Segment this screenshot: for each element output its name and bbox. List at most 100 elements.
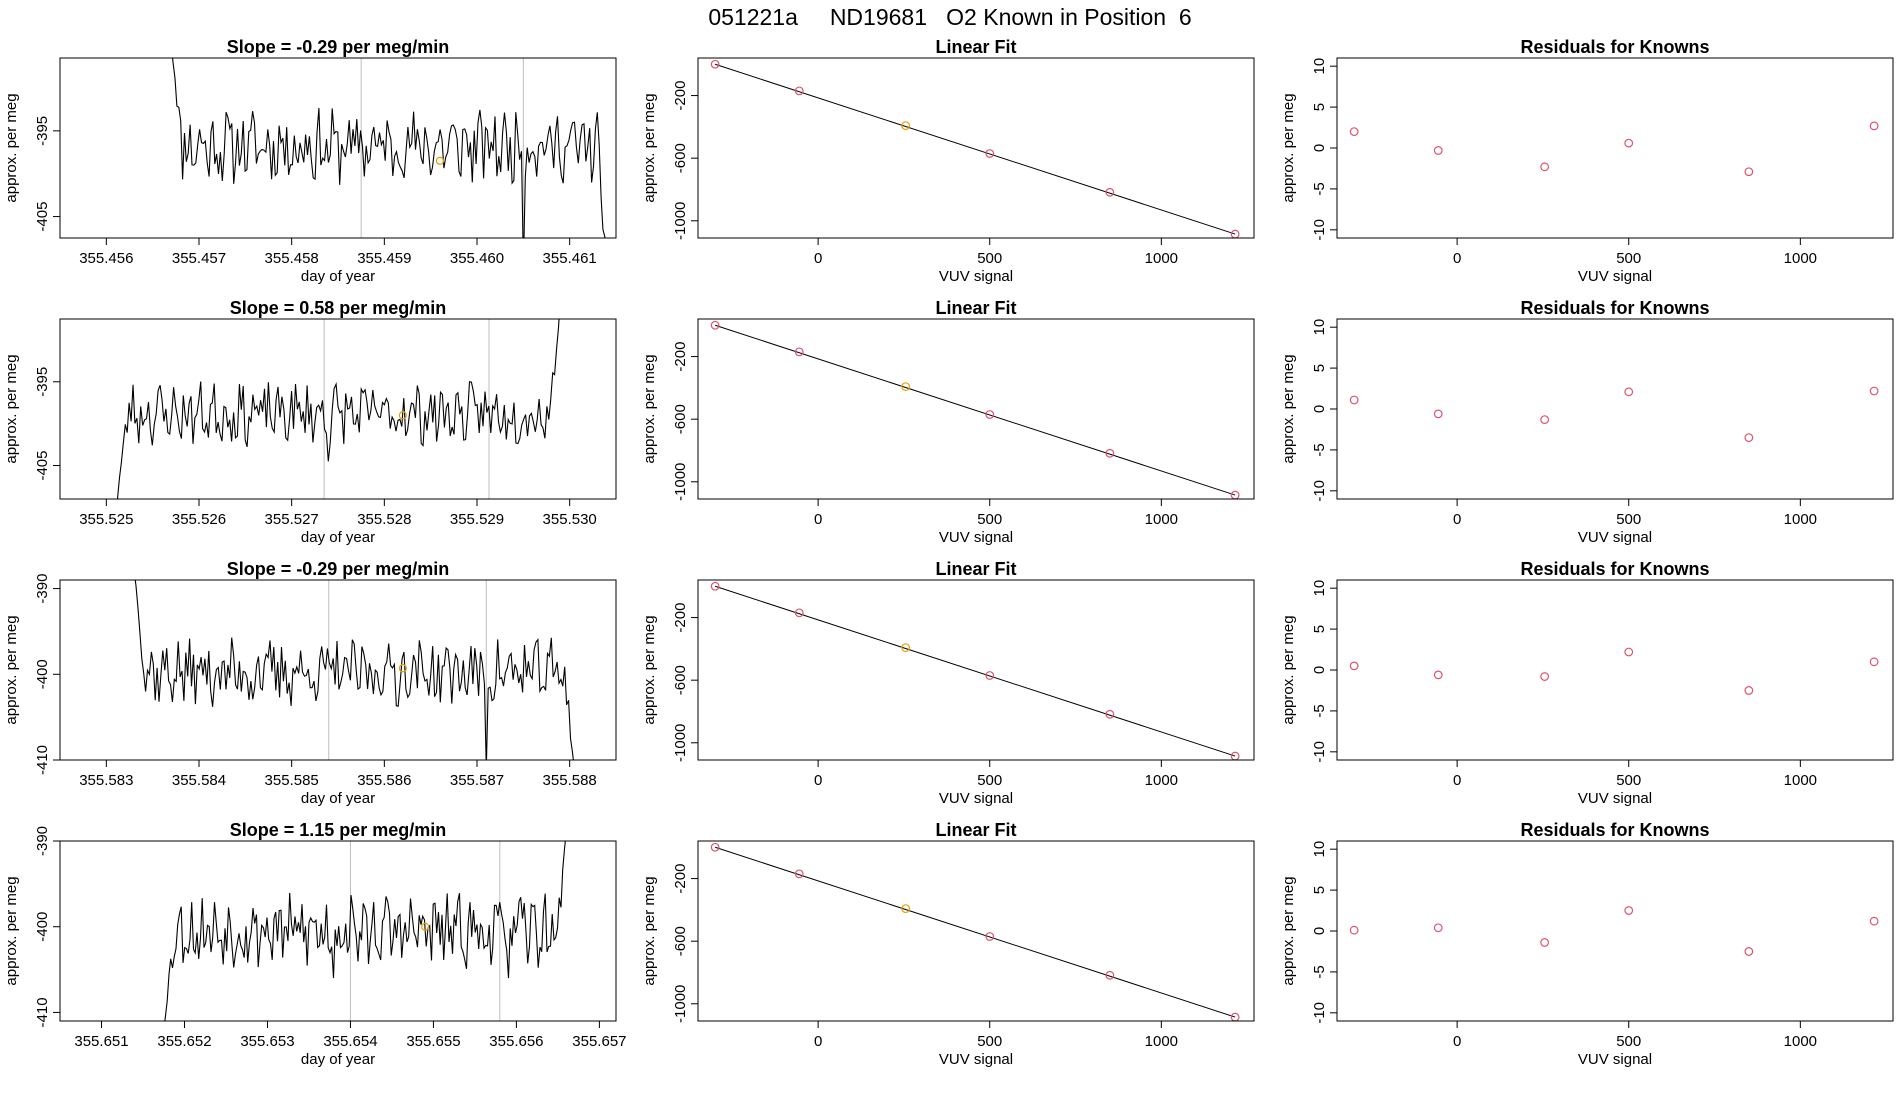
x-tick-label-355-529: 355.529 <box>450 511 504 528</box>
y-tick-label-0: 0 <box>1311 144 1328 152</box>
plot-area <box>1349 386 1879 443</box>
y-axis-label: approx. per meg <box>3 354 20 463</box>
x-axis-label: VUV signal <box>939 1051 1013 1068</box>
mean-marker <box>421 922 430 931</box>
panel-r2-c3: Residuals for Knowns 0 500 1000 VUV signal 10… <box>1280 298 1894 546</box>
panel-r3-c3: Residuals for Knowns 0 500 1000 VUV signal 10… <box>1280 559 1894 807</box>
plot-frame <box>697 840 1255 1022</box>
x-tick-label-500: 500 <box>1616 511 1641 528</box>
plot-frame <box>1336 318 1894 500</box>
y-tick-label-390: -390 <box>34 826 51 856</box>
panel-title: Slope = -0.29 per meg/min <box>227 37 450 57</box>
panel-title: Linear Fit <box>935 298 1016 318</box>
x-tick-label-355-588: 355.588 <box>543 772 597 789</box>
plot-frame <box>59 840 617 1022</box>
x-axis-label: VUV signal <box>1578 529 1652 546</box>
y-tick-label-600: -600 <box>672 926 689 956</box>
data-point-1 <box>1349 925 1359 935</box>
y-tick-label-5: -5 <box>1311 182 1328 195</box>
data-point-5 <box>1744 167 1754 177</box>
y-tick-label-200: -200 <box>672 864 689 894</box>
x-tick-label-355-525: 355.525 <box>79 511 133 528</box>
panel-r3-c1: Slope = -0.29 per meg/min 355.583 355.584 3… <box>3 559 617 807</box>
x-tick-label-355-459: 355.459 <box>357 250 411 267</box>
data-trace <box>164 841 566 1021</box>
y-axis-label: approx. per meg <box>641 615 658 724</box>
panel-title: Residuals for Knowns <box>1520 559 1709 579</box>
x-tick-label-0: 0 <box>814 1033 822 1050</box>
plot-frame <box>1336 840 1894 1022</box>
x-tick-label-0: 0 <box>814 772 822 789</box>
y-axis-label: approx. per meg <box>3 876 20 985</box>
plot-area <box>1349 121 1879 177</box>
page-title: 051221a ND19681 O2 Known in Position 6 <box>708 4 1192 30</box>
y-tick-label-5: 5 <box>1311 886 1328 894</box>
data-point-1 <box>710 842 720 852</box>
y-axis-label: approx. per meg <box>3 615 20 724</box>
data-point-5 <box>1105 187 1115 197</box>
y-tick-label-5: 5 <box>1311 625 1328 633</box>
y-tick-label-5: 5 <box>1311 364 1328 372</box>
panel-r4-c2: Linear Fit 0 500 1000 VUV signal -200 -600 -100… <box>641 820 1255 1068</box>
x-tick-label-500: 500 <box>1616 250 1641 267</box>
data-point-4 <box>985 932 995 941</box>
x-tick-label-355-653: 355.653 <box>240 1033 294 1050</box>
panel-r1-c1: Slope = -0.29 per meg/min 355.456 355.457 3… <box>3 37 617 285</box>
y-tick-label-5: -5 <box>1311 704 1328 717</box>
x-tick-label-355-584: 355.584 <box>172 772 226 789</box>
data-point-1 <box>1349 127 1359 137</box>
y-axis-label: approx. per meg <box>1280 876 1297 985</box>
y-tick-label-0: 0 <box>1311 666 1328 674</box>
y-tick-label-10: -10 <box>1311 741 1328 763</box>
x-tick-label-355-585: 355.585 <box>265 772 319 789</box>
y-tick-label-5: 5 <box>1311 103 1328 111</box>
x-tick-label-355-527: 355.527 <box>265 511 319 528</box>
x-tick-label-355-461: 355.461 <box>543 250 597 267</box>
x-tick-label-500: 500 <box>1616 1033 1641 1050</box>
y-tick-label-10: 10 <box>1311 580 1328 597</box>
y-tick-label-0: 0 <box>1311 927 1328 935</box>
panel-r4-c3: Residuals for Knowns 0 500 1000 VUV signal 10… <box>1280 820 1894 1068</box>
x-tick-label-355-530: 355.530 <box>543 511 597 528</box>
x-tick-label-0: 0 <box>1453 250 1461 267</box>
x-tick-label-0: 0 <box>814 511 822 528</box>
y-tick-label-200: -200 <box>672 342 689 372</box>
panel-r1-c3: Residuals for Knowns 0 500 1000 VUV signal 10… <box>1280 37 1894 285</box>
data-point-6 <box>1869 386 1879 396</box>
x-axis-label: VUV signal <box>939 790 1013 807</box>
data-point-6 <box>1869 657 1879 667</box>
y-tick-label-200: -200 <box>672 603 689 633</box>
data-point-3 <box>901 643 911 653</box>
x-tick-label-355-656: 355.656 <box>489 1033 543 1050</box>
panel-title: Slope = 0.58 per meg/min <box>230 298 447 318</box>
fit-line <box>715 585 1236 757</box>
x-tick-label-355-586: 355.586 <box>357 772 411 789</box>
data-trace <box>134 580 574 760</box>
plot-frame <box>1336 57 1894 239</box>
x-tick-label-1000: 1000 <box>1145 1033 1178 1050</box>
y-tick-label-1000: -1000 <box>672 985 689 1023</box>
x-tick-label-500: 500 <box>977 1033 1002 1050</box>
y-tick-label-1000: -1000 <box>672 724 689 762</box>
panel-title: Linear Fit <box>935 820 1016 840</box>
y-tick-label-410: -410 <box>34 745 51 775</box>
plot-frame <box>697 579 1255 761</box>
x-tick-label-355-457: 355.457 <box>172 250 226 267</box>
x-tick-label-500: 500 <box>977 772 1002 789</box>
y-axis-label: approx. per meg <box>1280 354 1297 463</box>
x-axis-label: day of year <box>301 529 375 546</box>
data-point-4 <box>1624 138 1634 148</box>
plot-area <box>172 58 606 238</box>
x-tick-label-500: 500 <box>977 511 1002 528</box>
y-tick-label-10: -10 <box>1311 1002 1328 1024</box>
y-tick-label-1000: -1000 <box>672 463 689 501</box>
y-tick-label-410: -410 <box>34 997 51 1027</box>
x-tick-label-355-456: 355.456 <box>79 250 133 267</box>
panel-r2-c1: Slope = 0.58 per meg/min 355.525 355.526 35… <box>3 298 617 546</box>
y-tick-label-10: 10 <box>1311 841 1328 858</box>
data-point-2 <box>794 608 804 618</box>
y-axis-label: approx. per meg <box>641 354 658 463</box>
panel-r3-c2: Linear Fit 0 500 1000 VUV signal -200 -600 -100… <box>641 559 1255 807</box>
y-tick-label-400: -400 <box>34 912 51 942</box>
